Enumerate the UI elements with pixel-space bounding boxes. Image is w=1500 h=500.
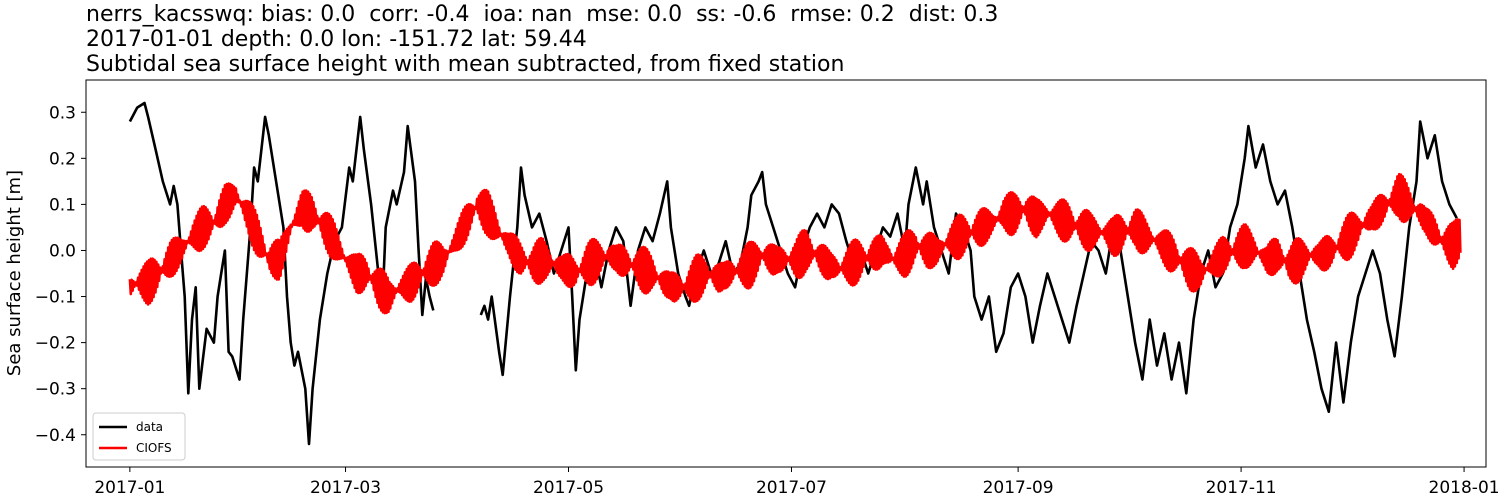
series-line-data	[128, 101, 1458, 446]
y-tick-label: 0.2	[49, 149, 76, 169]
chart-title-description: Subtidal sea surface height with mean su…	[86, 52, 845, 77]
x-tick-label: 2017-09	[983, 478, 1054, 498]
y-tick-label: −0.3	[35, 380, 76, 400]
chart-title-station: 2017-01-01 depth: 0.0 lon: -151.72 lat: …	[86, 27, 587, 52]
chart-title-stats: nerrs_kacsswq: bias: 0.0 corr: -0.4 ioa:…	[86, 2, 999, 27]
x-tick-label: 2018-01	[1429, 478, 1500, 498]
y-axis: −0.4 −0.3 −0.2 −0.1 0.0 0.1 0.2 0.3	[35, 103, 86, 446]
x-axis: 2017-01 2017-03 2017-05 2017-07 2017-09 2017-…	[94, 467, 1500, 498]
legend: data CIOFS	[92, 412, 186, 461]
y-tick-label: 0.0	[49, 241, 76, 261]
plot-area	[85, 79, 1487, 468]
chart-title-block: nerrs_kacsswq: bias: 0.0 corr: -0.4 ioa:…	[86, 2, 998, 77]
series-line-ciofs	[128, 172, 1462, 315]
plot-frame	[85, 79, 1487, 468]
y-tick-label: 0.1	[49, 195, 76, 215]
y-tick-label: −0.4	[35, 426, 76, 446]
y-tick-label: −0.1	[35, 288, 76, 308]
y-tick-label: −0.2	[35, 334, 76, 354]
legend-label-data: data	[136, 420, 163, 434]
x-tick-label: 2017-03	[310, 478, 381, 498]
y-axis-label: Sea surface height [m]	[4, 170, 25, 376]
x-tick-label: 2017-07	[756, 478, 827, 498]
x-tick-label: 2017-05	[533, 478, 604, 498]
x-tick-label: 2017-01	[94, 478, 165, 498]
y-tick-label: 0.3	[49, 103, 76, 123]
x-tick-label: 2017-11	[1206, 478, 1277, 498]
legend-label-ciofs: CIOFS	[136, 441, 172, 455]
